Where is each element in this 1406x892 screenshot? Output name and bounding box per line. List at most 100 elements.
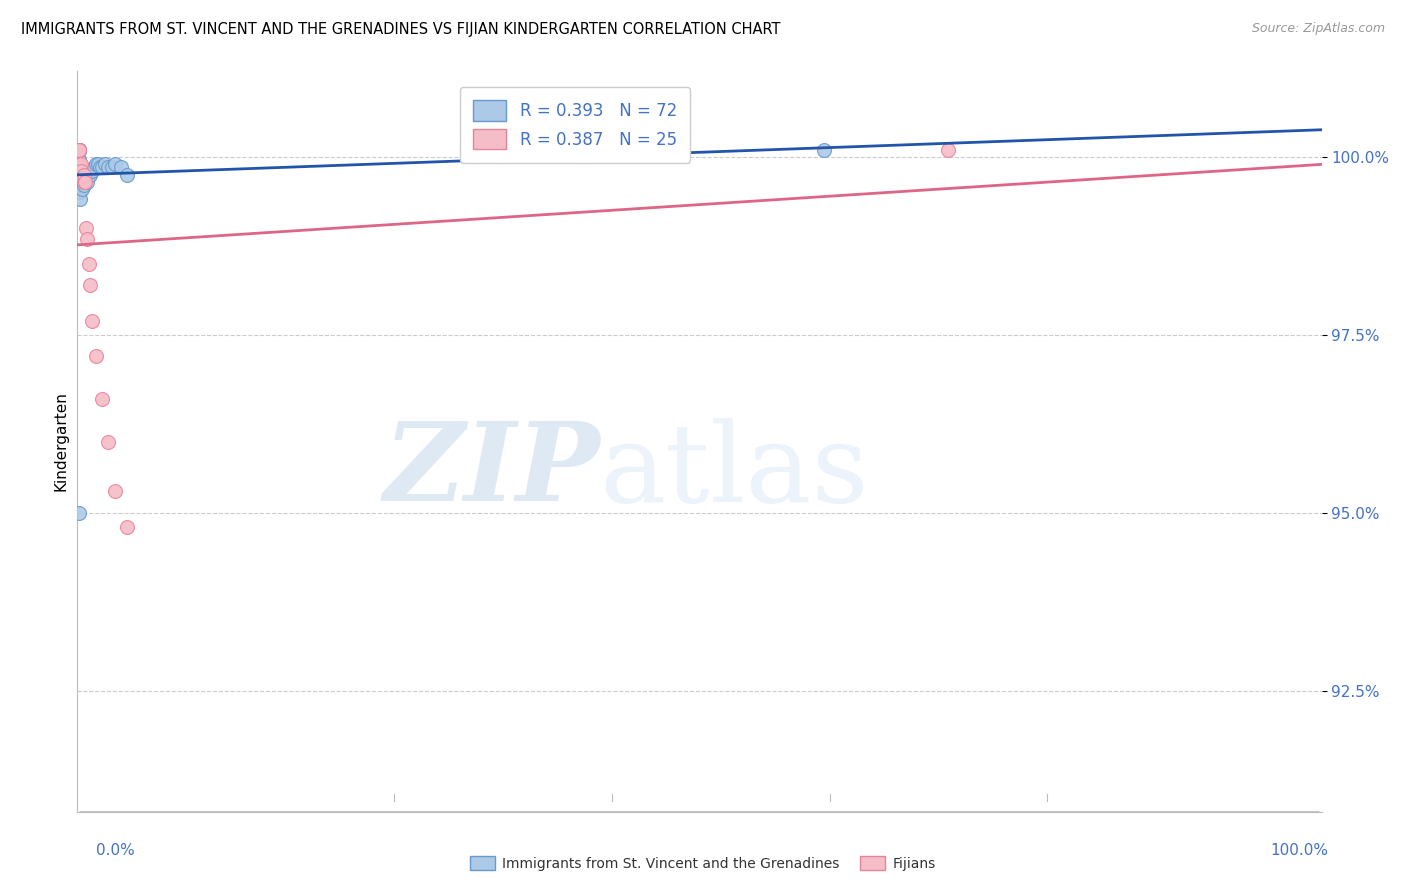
Point (67, 143, 90, 157)
Point (69, 168, 91, 182)
Point (67, 161, 90, 175)
Point (67, 171, 90, 186)
Point (73, 171, 96, 186)
Point (67, 164, 90, 178)
Point (67, 143, 90, 157)
Point (75, 171, 97, 186)
Point (70, 175, 93, 189)
Point (104, 484, 127, 499)
Point (67, 186, 90, 200)
Point (69, 178, 91, 193)
Point (91, 392, 114, 406)
Point (67, 143, 90, 157)
Point (91, 161, 114, 175)
Point (72, 171, 94, 186)
Point (72, 168, 94, 182)
Point (70, 171, 93, 186)
Text: atlas: atlas (600, 417, 869, 524)
Point (69, 168, 91, 182)
Point (79, 168, 101, 182)
Point (66, 143, 89, 157)
Point (79, 277, 101, 292)
Point (67, 506, 90, 520)
Point (104, 157, 127, 171)
Point (67, 143, 90, 157)
Point (73, 175, 96, 189)
Point (84, 349, 107, 363)
Point (72, 178, 94, 193)
Point (67, 171, 90, 186)
Point (67, 143, 90, 157)
Point (70, 164, 93, 178)
Point (69, 175, 91, 189)
Point (67, 143, 90, 157)
Legend: Immigrants from St. Vincent and the Grenadines, Fijians: Immigrants from St. Vincent and the Gren… (465, 850, 941, 876)
Point (73, 168, 96, 182)
Point (89, 161, 111, 175)
Point (67, 178, 90, 193)
Point (110, 161, 132, 175)
Point (87, 157, 110, 171)
Legend: R = 0.393   N = 72, R = 0.387   N = 25: R = 0.393 N = 72, R = 0.387 N = 25 (460, 87, 690, 162)
Point (67, 143, 90, 157)
Point (69, 161, 91, 175)
Point (69, 193, 91, 207)
Point (66, 143, 89, 157)
Point (83, 161, 105, 175)
Point (84, 157, 107, 171)
Point (67, 143, 90, 157)
Point (67, 157, 90, 171)
Point (115, 520, 138, 534)
Point (67, 178, 90, 193)
Point (66, 143, 89, 157)
Point (97, 161, 120, 175)
Point (76, 168, 98, 182)
Point (70, 171, 93, 186)
Point (75, 168, 97, 182)
Point (69, 182, 91, 196)
Point (70, 178, 93, 193)
Point (66, 143, 89, 157)
Text: 100.0%: 100.0% (1271, 843, 1329, 858)
Point (67, 182, 90, 196)
Text: 0.0%: 0.0% (96, 843, 135, 858)
Point (75, 221, 97, 235)
Point (67, 157, 90, 171)
Point (67, 182, 90, 196)
Point (70, 168, 93, 182)
Text: IMMIGRANTS FROM ST. VINCENT AND THE GRENADINES VS FIJIAN KINDERGARTEN CORRELATIO: IMMIGRANTS FROM ST. VINCENT AND THE GREN… (21, 22, 780, 37)
Text: ZIP: ZIP (384, 417, 600, 524)
Y-axis label: Kindergarten: Kindergarten (53, 392, 69, 491)
Point (69, 157, 91, 171)
Point (69, 186, 91, 200)
Point (936, 143, 959, 157)
Point (93, 157, 115, 171)
Point (77, 256, 100, 270)
Point (66, 143, 89, 157)
Point (66, 143, 89, 157)
Point (72, 178, 94, 193)
Point (67, 157, 90, 171)
Point (66, 143, 89, 157)
Point (101, 161, 124, 175)
Point (813, 143, 835, 157)
Point (67, 171, 90, 186)
Point (69, 171, 91, 186)
Point (72, 175, 94, 189)
Point (66, 143, 89, 157)
Point (72, 175, 94, 189)
Point (77, 168, 100, 182)
Point (82, 164, 104, 178)
Point (76, 232, 98, 246)
Point (72, 175, 94, 189)
Point (80, 164, 103, 178)
Point (66, 143, 89, 157)
Point (76, 175, 98, 189)
Point (115, 168, 138, 182)
Point (97, 434, 120, 449)
Point (67, 143, 90, 157)
Point (67, 164, 90, 178)
Point (67, 143, 90, 157)
Point (67, 164, 90, 178)
Point (72, 182, 94, 196)
